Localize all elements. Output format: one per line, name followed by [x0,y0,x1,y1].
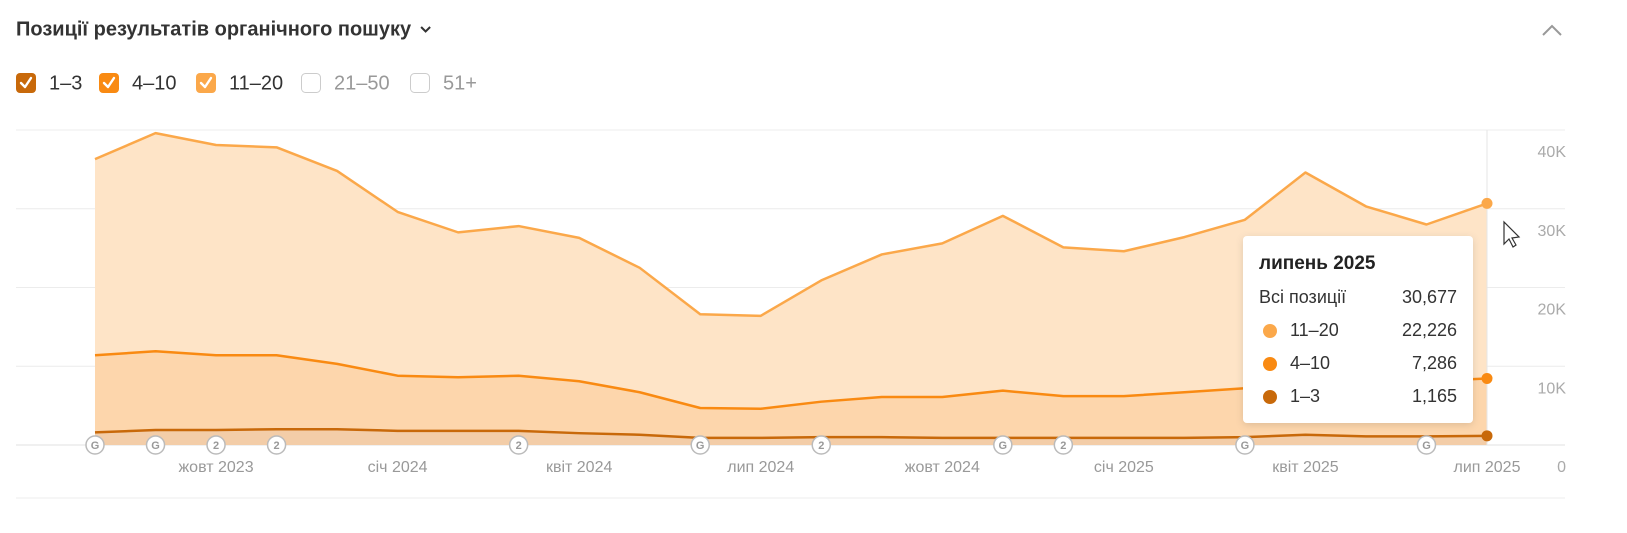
x-tick-label: квіт 2024 [546,459,613,476]
check-mark [102,76,116,89]
event-marker[interactable] [145,435,166,455]
tooltip-series-name: 4–10 [1290,353,1330,373]
tooltip-total-name: Всі позиції [1259,287,1346,307]
legend: 1–3 4–10 11–20 21–50 51+ [16,72,477,94]
y-tick-label: 20K [1538,302,1567,319]
tooltip-dot [1263,390,1277,404]
x-tick-label: жовт 2023 [178,459,253,476]
legend-checkbox[interactable] [99,73,119,93]
y-tick-label: 0 [1557,459,1566,476]
area-band [95,351,1487,438]
x-tick-label: січ 2025 [1094,459,1154,476]
legend-label[interactable]: 51+ [443,72,477,94]
event-marker[interactable] [266,435,287,455]
tooltip-dot [1263,357,1277,371]
y-tick-label: 10K [1538,380,1567,397]
event-label: G [999,440,1008,452]
tooltip: липень 2025 Всі позиції 30,677 11–20 22,226 4… [1243,220,1521,423]
legend-checkbox[interactable] [196,73,216,93]
x-tick-label: січ 2024 [368,459,428,476]
tooltip-series-name: 11–20 [1290,320,1339,340]
x-tick-label: лип 2024 [727,459,794,476]
tooltip-value: 1,165 [1412,386,1457,406]
event-label: G [151,440,160,452]
hover-dot [1481,372,1493,384]
title-dropdown[interactable] [420,26,431,33]
event-label: 2 [516,440,522,452]
tooltip-series-name: 1–3 [1290,386,1320,406]
collapse-button[interactable] [1542,24,1562,36]
mouse-cursor [1503,220,1521,248]
y-tick-label: 30K [1538,223,1567,240]
event-marker[interactable] [1416,435,1437,455]
legend-label[interactable]: 4–10 [132,72,177,94]
series-line [94,428,1488,440]
hover-dot [1481,430,1493,442]
check-mark [19,76,33,89]
legend-label[interactable]: 1–3 [49,72,82,94]
event-label: 2 [818,440,824,452]
event-label: 2 [274,440,280,452]
event-marker[interactable] [993,435,1013,455]
legend-checkbox[interactable] [410,73,430,93]
tooltip-total: 30,677 [1402,287,1457,307]
event-label: G [1422,440,1431,452]
hover-dot [1481,197,1493,209]
tooltip-dot [1263,324,1277,338]
tooltip-value: 22,226 [1402,320,1457,340]
event-marker[interactable] [811,435,832,455]
event-marker[interactable] [508,435,529,455]
area-band [95,133,1487,409]
x-tick-label: лип 2025 [1454,459,1521,476]
event-label: 2 [213,440,219,452]
legend-label[interactable]: 21–50 [334,72,390,94]
series-line [94,131,1488,318]
event-label: G [1241,440,1250,452]
plot: 0 10K 20K 30K 40K жовт 2023 січ 2024 квіт 2024 л… [16,129,1567,476]
event-marker[interactable] [85,435,105,455]
legend-checkbox[interactable] [16,73,36,93]
event-marker[interactable] [206,435,226,455]
y-tick-label: 40K [1538,144,1567,161]
check-mark [199,76,213,89]
chart-title: Позиції результатів органічного пошуку [16,18,412,40]
event-marker[interactable] [1053,435,1074,455]
area-band [95,429,1487,445]
x-tick-label: квіт 2025 [1272,459,1339,476]
event-label: G [696,440,705,452]
legend-checkbox[interactable] [301,73,321,93]
tooltip-value: 7,286 [1412,353,1457,373]
event-marker[interactable] [1235,435,1255,455]
tooltip-box [1243,236,1473,423]
event-label: 2 [1060,440,1066,452]
event-marker[interactable] [690,435,710,455]
event-label: G [91,440,100,452]
x-tick-label: жовт 2024 [905,459,980,476]
legend-label[interactable]: 11–20 [229,72,283,94]
tooltip-title: липень 2025 [1259,253,1376,274]
